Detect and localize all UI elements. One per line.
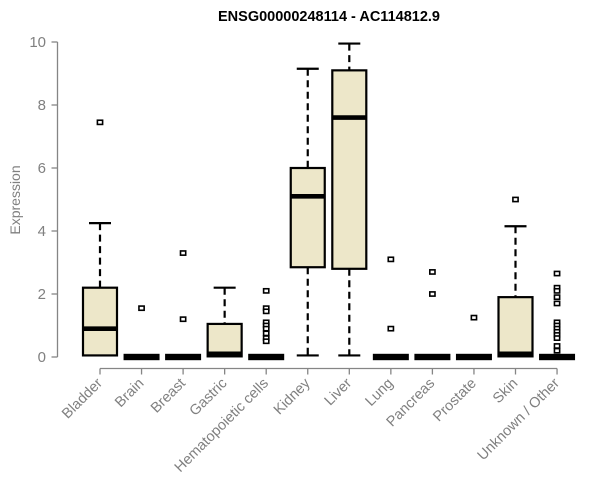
outlier-point: [553, 347, 561, 354]
boxplot-group-skin: [497, 196, 534, 358]
box-iqr: [289, 166, 326, 269]
outlier-point: [262, 287, 270, 294]
boxplot-group-lung: [372, 256, 409, 361]
x-tick-label-lung: Lung: [363, 376, 397, 410]
boxplot-group-breast: [165, 250, 202, 361]
boxplot-group-hematopoietic-cells: [248, 287, 285, 361]
boxplot-group-bladder: [81, 119, 119, 357]
x-tick-label-breast: Breast: [148, 376, 189, 417]
outlier-point: [553, 287, 561, 294]
boxplot-group-pancreas: [414, 269, 451, 361]
outlier-point: [512, 196, 519, 203]
y-tick-label-0: 0: [38, 349, 46, 366]
outlier-point: [553, 294, 561, 301]
collapsed-box: [372, 353, 409, 361]
y-tick-label-2: 2: [38, 286, 46, 303]
collapsed-box: [248, 353, 285, 361]
box-iqr: [331, 69, 368, 270]
outlier-point: [387, 256, 395, 263]
boxplot-group-kidney: [289, 67, 326, 357]
boxplot-group-prostate: [455, 314, 492, 361]
x-tick-label-liver: Liver: [322, 375, 356, 409]
outlier-point: [428, 291, 436, 297]
outlier-point: [470, 314, 478, 321]
y-axis-label: Expression: [7, 165, 23, 234]
collapsed-box: [165, 353, 202, 361]
collapsed-box: [455, 353, 492, 361]
outlier-point: [262, 308, 270, 315]
outlier-point: [138, 305, 145, 312]
outlier-point: [179, 316, 187, 323]
y-tick-label-10: 10: [29, 34, 46, 51]
box-iqr: [497, 296, 534, 358]
x-tick-label-brain: Brain: [112, 376, 147, 411]
boxplot-group-gastric: [206, 286, 243, 358]
boxplot-group-brain: [123, 305, 160, 361]
outlier-point: [553, 300, 561, 307]
boxplot-group-unknown-other: [539, 270, 576, 361]
box-iqr: [206, 322, 243, 358]
outlier-point: [262, 325, 270, 332]
outlier-point: [179, 250, 187, 256]
box-iqr: [81, 286, 119, 357]
outlier-point: [96, 119, 104, 126]
collapsed-box: [414, 353, 451, 361]
y-tick-label-8: 8: [38, 97, 46, 114]
box-groups: [81, 42, 576, 361]
y-tick-label-4: 4: [38, 223, 46, 240]
x-tick-label-prostate: Prostate: [430, 376, 479, 425]
collapsed-box: [539, 353, 576, 361]
x-tick-label-kidney: Kidney: [271, 375, 314, 418]
outlier-point: [553, 343, 561, 349]
outlier-point: [553, 335, 561, 341]
x-tick-label-skin: Skin: [490, 376, 521, 407]
outlier-point: [553, 270, 561, 277]
outlier-point: [262, 338, 270, 345]
y-tick-label-6: 6: [38, 160, 46, 177]
boxplot-group-liver: [331, 42, 368, 357]
outlier-point: [262, 330, 270, 337]
outlier-point: [387, 325, 395, 332]
x-tick-label-bladder: Bladder: [59, 375, 106, 422]
chart-title: ENSG00000248114 - AC114812.9: [218, 9, 440, 25]
outlier-point: [428, 269, 436, 275]
collapsed-box: [123, 353, 160, 361]
